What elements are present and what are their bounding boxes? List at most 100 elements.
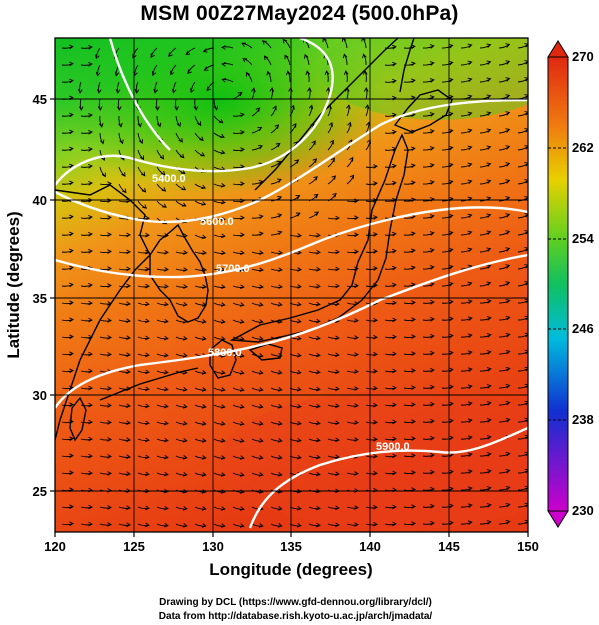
wind-arrow [175, 387, 188, 392]
wind-arrow [422, 486, 435, 492]
wind-arrow [251, 144, 264, 151]
wind-arrow [308, 211, 320, 219]
wind-arrow [270, 370, 283, 375]
wind-arrow [213, 284, 226, 290]
wind-arrow [190, 81, 196, 94]
wind-arrow [441, 162, 454, 168]
wind-arrow [175, 115, 181, 128]
wind-arrow [346, 156, 354, 168]
wind-arrow [221, 77, 234, 83]
wind-arrow [346, 437, 359, 442]
wind-arrow [441, 503, 454, 509]
wind-arrow [115, 81, 121, 94]
wind-arrow [61, 78, 74, 84]
wind-arrow [61, 368, 74, 374]
contour-label-5400: 5400.0 [152, 173, 186, 185]
wind-arrow [156, 250, 169, 255]
coast-hokkaido [393, 89, 453, 133]
wind-arrow [118, 386, 131, 392]
wind-arrow [118, 403, 131, 409]
wind-arrow [346, 198, 359, 204]
wind-arrow [213, 472, 226, 477]
wind-arrow [346, 283, 359, 289]
wind-arrow [403, 265, 416, 271]
wind-arrow [327, 121, 333, 134]
wind-arrow [365, 385, 378, 391]
x-tick-label: 145 [438, 539, 460, 554]
wind-arrow [97, 98, 103, 111]
wind-arrow [308, 266, 321, 272]
wind-arrow [384, 470, 397, 476]
x-tick-label: 140 [359, 539, 381, 554]
wind-arrow [155, 98, 160, 111]
wind-arrow [263, 55, 272, 66]
wind-arrow [168, 47, 177, 58]
wind-arrow [479, 435, 492, 440]
wind-arrow [118, 420, 131, 426]
wind-arrow [175, 421, 188, 426]
wind-arrow [213, 489, 226, 494]
wind-arrow [308, 420, 321, 426]
wind-arrow [232, 250, 245, 256]
wind-arrow [441, 247, 454, 253]
wind-arrow [156, 420, 169, 426]
wind-arrow [175, 472, 188, 477]
wind-arrow [80, 351, 93, 357]
y-tick-label: 40 [33, 193, 47, 208]
wind-arrow [95, 47, 101, 60]
wind-arrow [175, 404, 188, 409]
coast-taiwan [69, 396, 87, 442]
wind-arrow [194, 115, 202, 127]
wind-arrow [384, 436, 397, 442]
wind-arrow [137, 505, 150, 511]
coast-russia [254, 38, 399, 191]
wind-arrow [327, 157, 336, 168]
wind-arrow [365, 266, 378, 271]
wind-arrow [99, 471, 112, 476]
wind-arrow [61, 521, 74, 527]
wind-arrow [384, 419, 397, 425]
wind-arrow [308, 437, 321, 443]
wind-arrow [251, 127, 263, 134]
wind-arrow [422, 248, 435, 253]
wind-arrow [80, 61, 93, 67]
wind-arrow [175, 284, 188, 289]
wind-arrow [150, 47, 158, 58]
wind-arrow [251, 489, 264, 494]
wind-arrow [308, 454, 321, 460]
wind-arrow [175, 523, 188, 528]
wind-arrow [213, 250, 226, 256]
wind-arrow [80, 214, 93, 220]
wind-arrow [194, 489, 207, 494]
wind-arrow [213, 267, 226, 273]
wind-arrow [270, 404, 283, 409]
wind-arrow [137, 403, 150, 409]
coastlines [55, 38, 453, 442]
wind-arrow [99, 522, 112, 527]
wind-arrow [61, 112, 74, 118]
wind-arrow [156, 488, 169, 494]
wind-arrow [232, 438, 245, 443]
wind-arrow [422, 469, 435, 475]
wind-arrow [187, 64, 196, 75]
wind-arrow [99, 437, 112, 442]
wind-arrow [479, 179, 492, 185]
wind-arrow [156, 183, 167, 192]
wind-arrow [232, 319, 245, 324]
wind-arrow [441, 384, 454, 390]
wind-arrow [232, 215, 245, 221]
wind-arrow [403, 78, 416, 84]
wind-arrow [403, 300, 416, 305]
wind-arrow [213, 421, 226, 426]
wind-arrow [232, 421, 245, 426]
wind-arrow [346, 215, 359, 221]
cold-low-region [55, 38, 390, 195]
wind-arrow [441, 520, 454, 526]
wind-arrow [304, 53, 310, 66]
coast-ryukyu [99, 367, 199, 401]
wind-arrow [422, 231, 435, 236]
wind-arrow [479, 418, 492, 423]
wind-arrow [365, 249, 378, 254]
wind-arrow [422, 452, 435, 458]
wind-arrow [422, 180, 435, 185]
